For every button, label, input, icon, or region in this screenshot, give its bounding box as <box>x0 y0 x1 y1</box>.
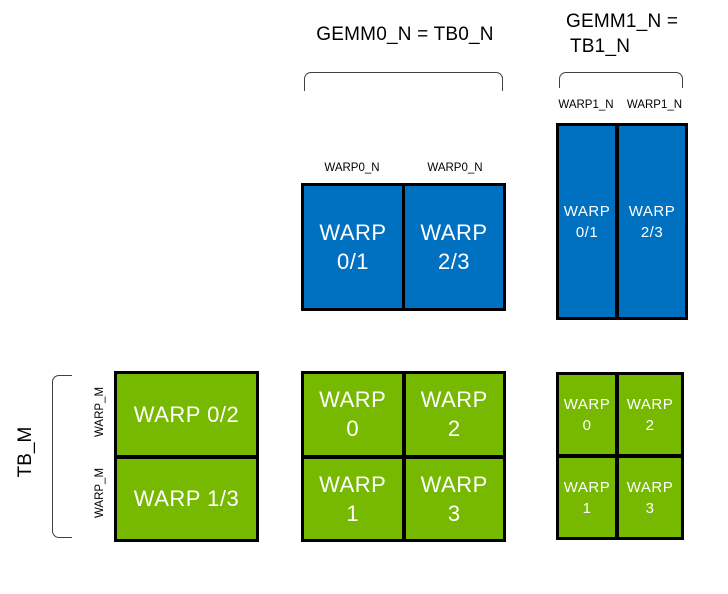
warp-cell-line2: 0 <box>582 416 592 434</box>
warp-cell-line1: WARP <box>319 471 387 497</box>
warp-cell-line1: WARP <box>626 395 674 413</box>
warp-cell-line1: WARP <box>628 202 676 220</box>
warp-cell-line1: WARP <box>563 395 611 413</box>
warp-cell-line2: 2 <box>645 416 655 434</box>
warp-cell-line1: WARP <box>420 471 488 497</box>
tb-m-label: TB_M <box>15 426 36 478</box>
warp-1-3-cell: WARP 1/3 <box>117 458 256 539</box>
gemm0-warp-n-tiles: WARP 0/1 WARP 2/3 <box>301 183 506 311</box>
warp-cell-line1: WARP <box>563 202 611 220</box>
gemm1-warp-2-cell: WARP 2 <box>619 375 681 454</box>
warp-cell-line1: WARP <box>563 478 611 496</box>
gemm1-n-bracket <box>559 72 683 88</box>
tb-m-bracket <box>52 375 72 538</box>
warp-m-label-top: WARP_M <box>94 386 106 438</box>
warp-cell-line2: 0/1 <box>336 249 370 274</box>
gemm0-warp-2-3-cell: WARP 2/3 <box>405 186 503 308</box>
warp-cell-line2: 1 <box>582 499 592 517</box>
gemm0-n-bracket <box>304 72 503 91</box>
gemm1-warp-2-3-cell: WARP 2/3 <box>619 126 685 317</box>
warp0-n-label-right: WARP0_N <box>427 162 483 174</box>
warp-cell-line2: 1 <box>346 500 360 526</box>
warp-cell-line2: 3 <box>447 500 461 526</box>
warp-cell-line2: 0/1 <box>575 223 599 241</box>
warp1-n-label-right: WARP1_N <box>626 99 683 111</box>
warp-cell-line2: 2 <box>447 416 461 442</box>
warp-cell-line2: 2/3 <box>437 249 471 274</box>
warp1-n-label-left: WARP1_N <box>558 99 614 111</box>
gemm0-warp-0-1-cell: WARP 0/1 <box>304 186 402 308</box>
gemm1-n-title-line1: GEMM1_N = <box>566 11 679 32</box>
warp-0-2-cell: WARP 0/2 <box>117 374 256 455</box>
warp-cell-line1: WARP <box>319 220 387 245</box>
warp-cell-line1: WARP <box>626 478 674 496</box>
gemm1-warp-n-tiles: WARP 0/1 WARP 2/3 <box>556 123 688 320</box>
gemm1-warp-0-1-cell: WARP 0/1 <box>559 126 615 317</box>
gemm1-warp-1-cell: WARP 1 <box>559 458 616 537</box>
warp-cell-line2: 3 <box>645 499 655 517</box>
warp0-n-label-left: WARP0_N <box>324 162 380 174</box>
warp-cell-line2: 2/3 <box>640 223 664 241</box>
warp-cell-line1: WARP <box>420 387 488 413</box>
gemm0-warp-1-cell: WARP 1 <box>304 458 402 539</box>
warp-cell-label: WARP 1/3 <box>133 486 240 512</box>
gemm1-n-title-line2: TB1_N <box>570 36 631 57</box>
warp-cell-line1: WARP <box>319 387 387 413</box>
gemm0-n-title: GEMM0_N = TB0_N <box>316 24 494 45</box>
warp-cell-line1: WARP <box>420 220 488 245</box>
gemm0-warp-2-cell: WARP 2 <box>405 374 503 455</box>
gemm1-warp-0-cell: WARP 0 <box>559 375 616 454</box>
gemm1-warp-grid: WARP 0 WARP 2 WARP 1 WARP 3 <box>556 372 684 540</box>
warp-m-tiles: WARP 0/2 WARP 1/3 <box>114 371 259 542</box>
warp-cell-line2: 0 <box>346 416 360 442</box>
warp-cell-label: WARP 0/2 <box>133 401 240 427</box>
warp-m-label-bottom: WARP_M <box>94 467 106 519</box>
gemm0-warp-3-cell: WARP 3 <box>405 458 503 539</box>
gemm0-warp-0-cell: WARP 0 <box>304 374 402 455</box>
gemm0-warp-grid: WARP 0 WARP 2 WARP 1 WARP 3 <box>301 371 506 542</box>
gemm1-n-title: GEMM1_N = TB1_N <box>566 9 678 59</box>
gemm1-warp-3-cell: WARP 3 <box>619 458 681 537</box>
